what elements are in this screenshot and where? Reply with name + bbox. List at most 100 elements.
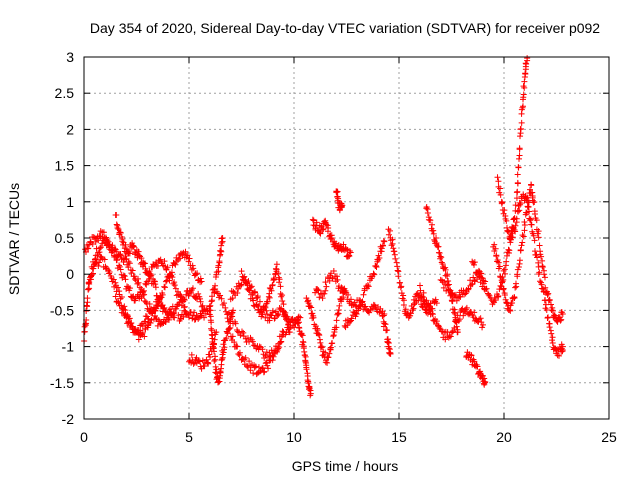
data-point (309, 216, 316, 223)
data-point (418, 293, 425, 300)
data-point (159, 291, 166, 298)
satellite-track-10 (224, 311, 287, 378)
data-point (442, 336, 449, 343)
data-point (255, 364, 262, 371)
data-point (519, 96, 526, 103)
data-point (280, 301, 287, 308)
data-point (217, 251, 224, 258)
data-point (100, 229, 107, 236)
data-point (347, 249, 354, 256)
data-point (208, 298, 215, 305)
data-point (535, 234, 542, 241)
y-tick-label: 1 (66, 194, 74, 210)
data-point (531, 237, 538, 244)
data-point (128, 270, 135, 277)
data-point (98, 254, 105, 261)
data-point (444, 271, 451, 278)
data-point (89, 241, 96, 248)
satellite-track-13 (294, 320, 314, 399)
data-point (222, 304, 229, 311)
data-point (536, 278, 543, 285)
data-point (278, 333, 285, 340)
data-point (499, 279, 506, 286)
data-point (512, 228, 519, 235)
data-point (519, 232, 526, 239)
data-point (232, 320, 239, 327)
data-point (521, 221, 528, 228)
data-point (460, 312, 467, 319)
data-point (395, 273, 402, 280)
data-point (90, 265, 97, 272)
data-point (495, 292, 502, 299)
data-point (186, 314, 193, 321)
data-point (244, 363, 251, 370)
data-point (433, 318, 440, 325)
data-point (499, 278, 506, 285)
data-point (278, 338, 285, 345)
data-point (203, 356, 210, 363)
data-point (417, 287, 424, 294)
data-point (338, 298, 345, 305)
data-point (262, 352, 269, 359)
data-point (503, 217, 510, 224)
data-point (516, 155, 523, 162)
data-point (539, 263, 546, 270)
data-point (223, 335, 230, 342)
data-point (126, 250, 133, 257)
data-point (521, 78, 528, 85)
data-point (262, 304, 269, 311)
data-point (362, 303, 369, 310)
data-point (548, 330, 555, 337)
data-point (116, 263, 123, 270)
data-point (451, 309, 458, 316)
data-point (454, 312, 461, 319)
data-point (516, 145, 523, 152)
data-point (483, 285, 490, 292)
data-point (277, 339, 284, 346)
data-point (207, 307, 214, 314)
data-point (517, 133, 524, 140)
x-tick-label: 15 (391, 429, 407, 445)
data-point (497, 191, 504, 198)
data-point (517, 125, 524, 132)
data-point (307, 303, 314, 310)
data-point (519, 103, 526, 110)
data-point (113, 212, 120, 219)
data-point (509, 234, 516, 241)
data-point (263, 349, 270, 356)
data-point (360, 291, 367, 298)
data-point (115, 226, 122, 233)
data-point (281, 308, 288, 315)
data-point (308, 304, 315, 311)
data-point (135, 279, 142, 286)
data-point (522, 71, 529, 78)
data-point (122, 276, 129, 283)
data-point (238, 268, 245, 275)
data-point (215, 268, 222, 275)
data-point (163, 266, 170, 273)
data-point (123, 283, 130, 290)
data-point (429, 221, 436, 228)
satellite-track-18 (341, 237, 388, 331)
data-point (116, 229, 123, 236)
data-point (173, 258, 180, 265)
data-point (162, 318, 169, 325)
y-axis-label: SDTVAR / TECUs (6, 183, 22, 295)
data-point (514, 266, 521, 273)
data-point (319, 344, 326, 351)
data-point (317, 230, 324, 237)
data-point (520, 233, 527, 240)
data-point (301, 348, 308, 355)
data-point (482, 379, 489, 386)
data-point (254, 293, 261, 300)
data-point (474, 363, 481, 370)
data-point (450, 328, 457, 335)
data-point (494, 256, 501, 263)
data-point (253, 302, 260, 309)
data-point (212, 363, 219, 370)
data-point (329, 340, 336, 347)
data-point (122, 253, 129, 260)
data-point (302, 358, 309, 365)
data-point (285, 321, 292, 328)
